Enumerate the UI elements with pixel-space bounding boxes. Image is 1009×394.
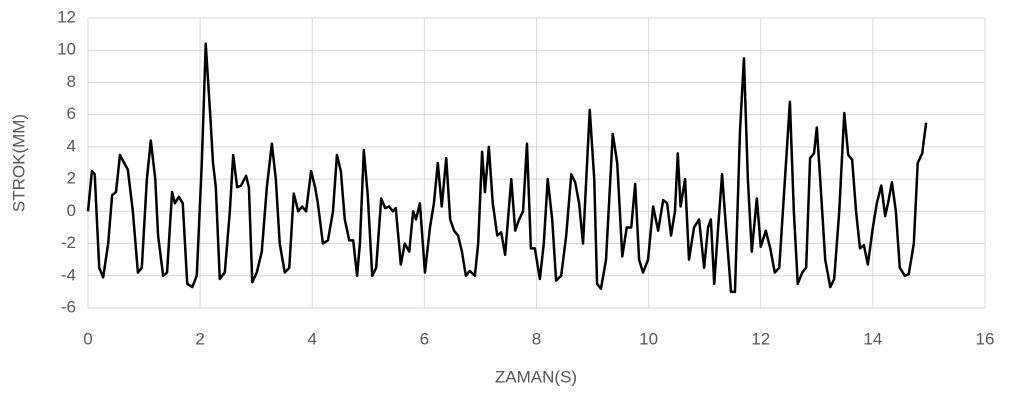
x-tick-label: 6 xyxy=(420,329,429,348)
y-tick-label: -4 xyxy=(61,265,76,284)
x-tick-label: 16 xyxy=(976,329,995,348)
x-tick-label: 0 xyxy=(83,329,92,348)
y-axis-title: STROK(MM) xyxy=(9,114,28,212)
y-tick-label: 2 xyxy=(67,169,76,188)
x-tick-label: 4 xyxy=(308,329,317,348)
x-tick-label: 12 xyxy=(751,329,770,348)
y-tick-label: -6 xyxy=(61,297,76,316)
x-tick-label: 2 xyxy=(195,329,204,348)
x-tick-label: 14 xyxy=(863,329,882,348)
y-tick-label: 10 xyxy=(57,40,76,59)
x-axis-title: ZAMAN(S) xyxy=(495,367,577,386)
y-tick-label: 12 xyxy=(57,7,76,26)
x-tick-label: 8 xyxy=(532,329,541,348)
x-tick-label: 10 xyxy=(639,329,658,348)
data-line xyxy=(86,42,928,294)
y-tick-label: 6 xyxy=(67,104,76,123)
y-tick-label: 4 xyxy=(67,136,76,155)
y-tick-label: 0 xyxy=(67,201,76,220)
y-tick-label: -2 xyxy=(61,233,76,252)
y-tick-label: 8 xyxy=(67,72,76,91)
